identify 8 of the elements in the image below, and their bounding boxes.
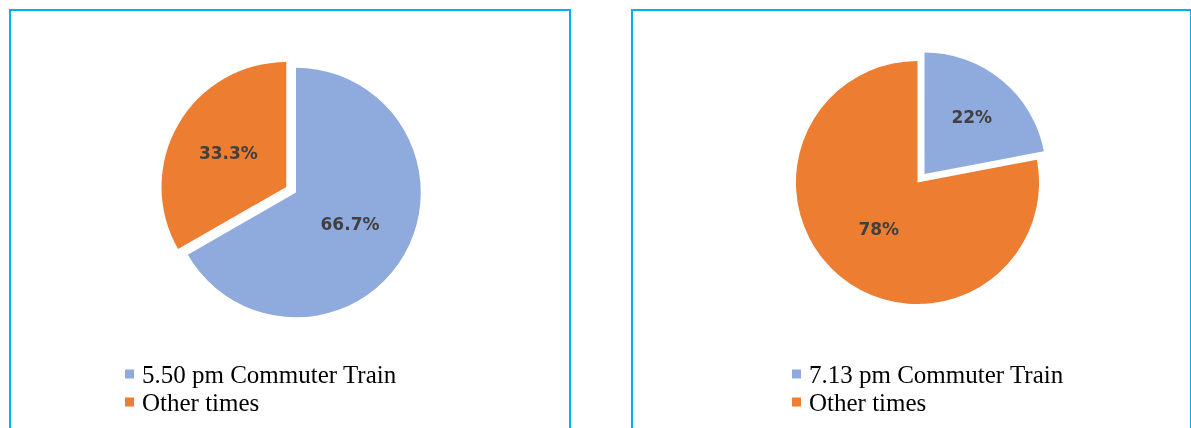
data-label: 66.7% xyxy=(320,213,380,234)
data-label: 78% xyxy=(858,219,900,240)
legend-label: 7.13 pm Commuter Train xyxy=(809,361,1064,388)
legend-label: 5.50 pm Commuter Train xyxy=(142,361,397,388)
data-label: 33.3% xyxy=(198,143,258,164)
data-label: 22% xyxy=(951,106,993,127)
legend-label: Other times xyxy=(142,389,260,416)
legend-label: Other times xyxy=(809,389,927,416)
